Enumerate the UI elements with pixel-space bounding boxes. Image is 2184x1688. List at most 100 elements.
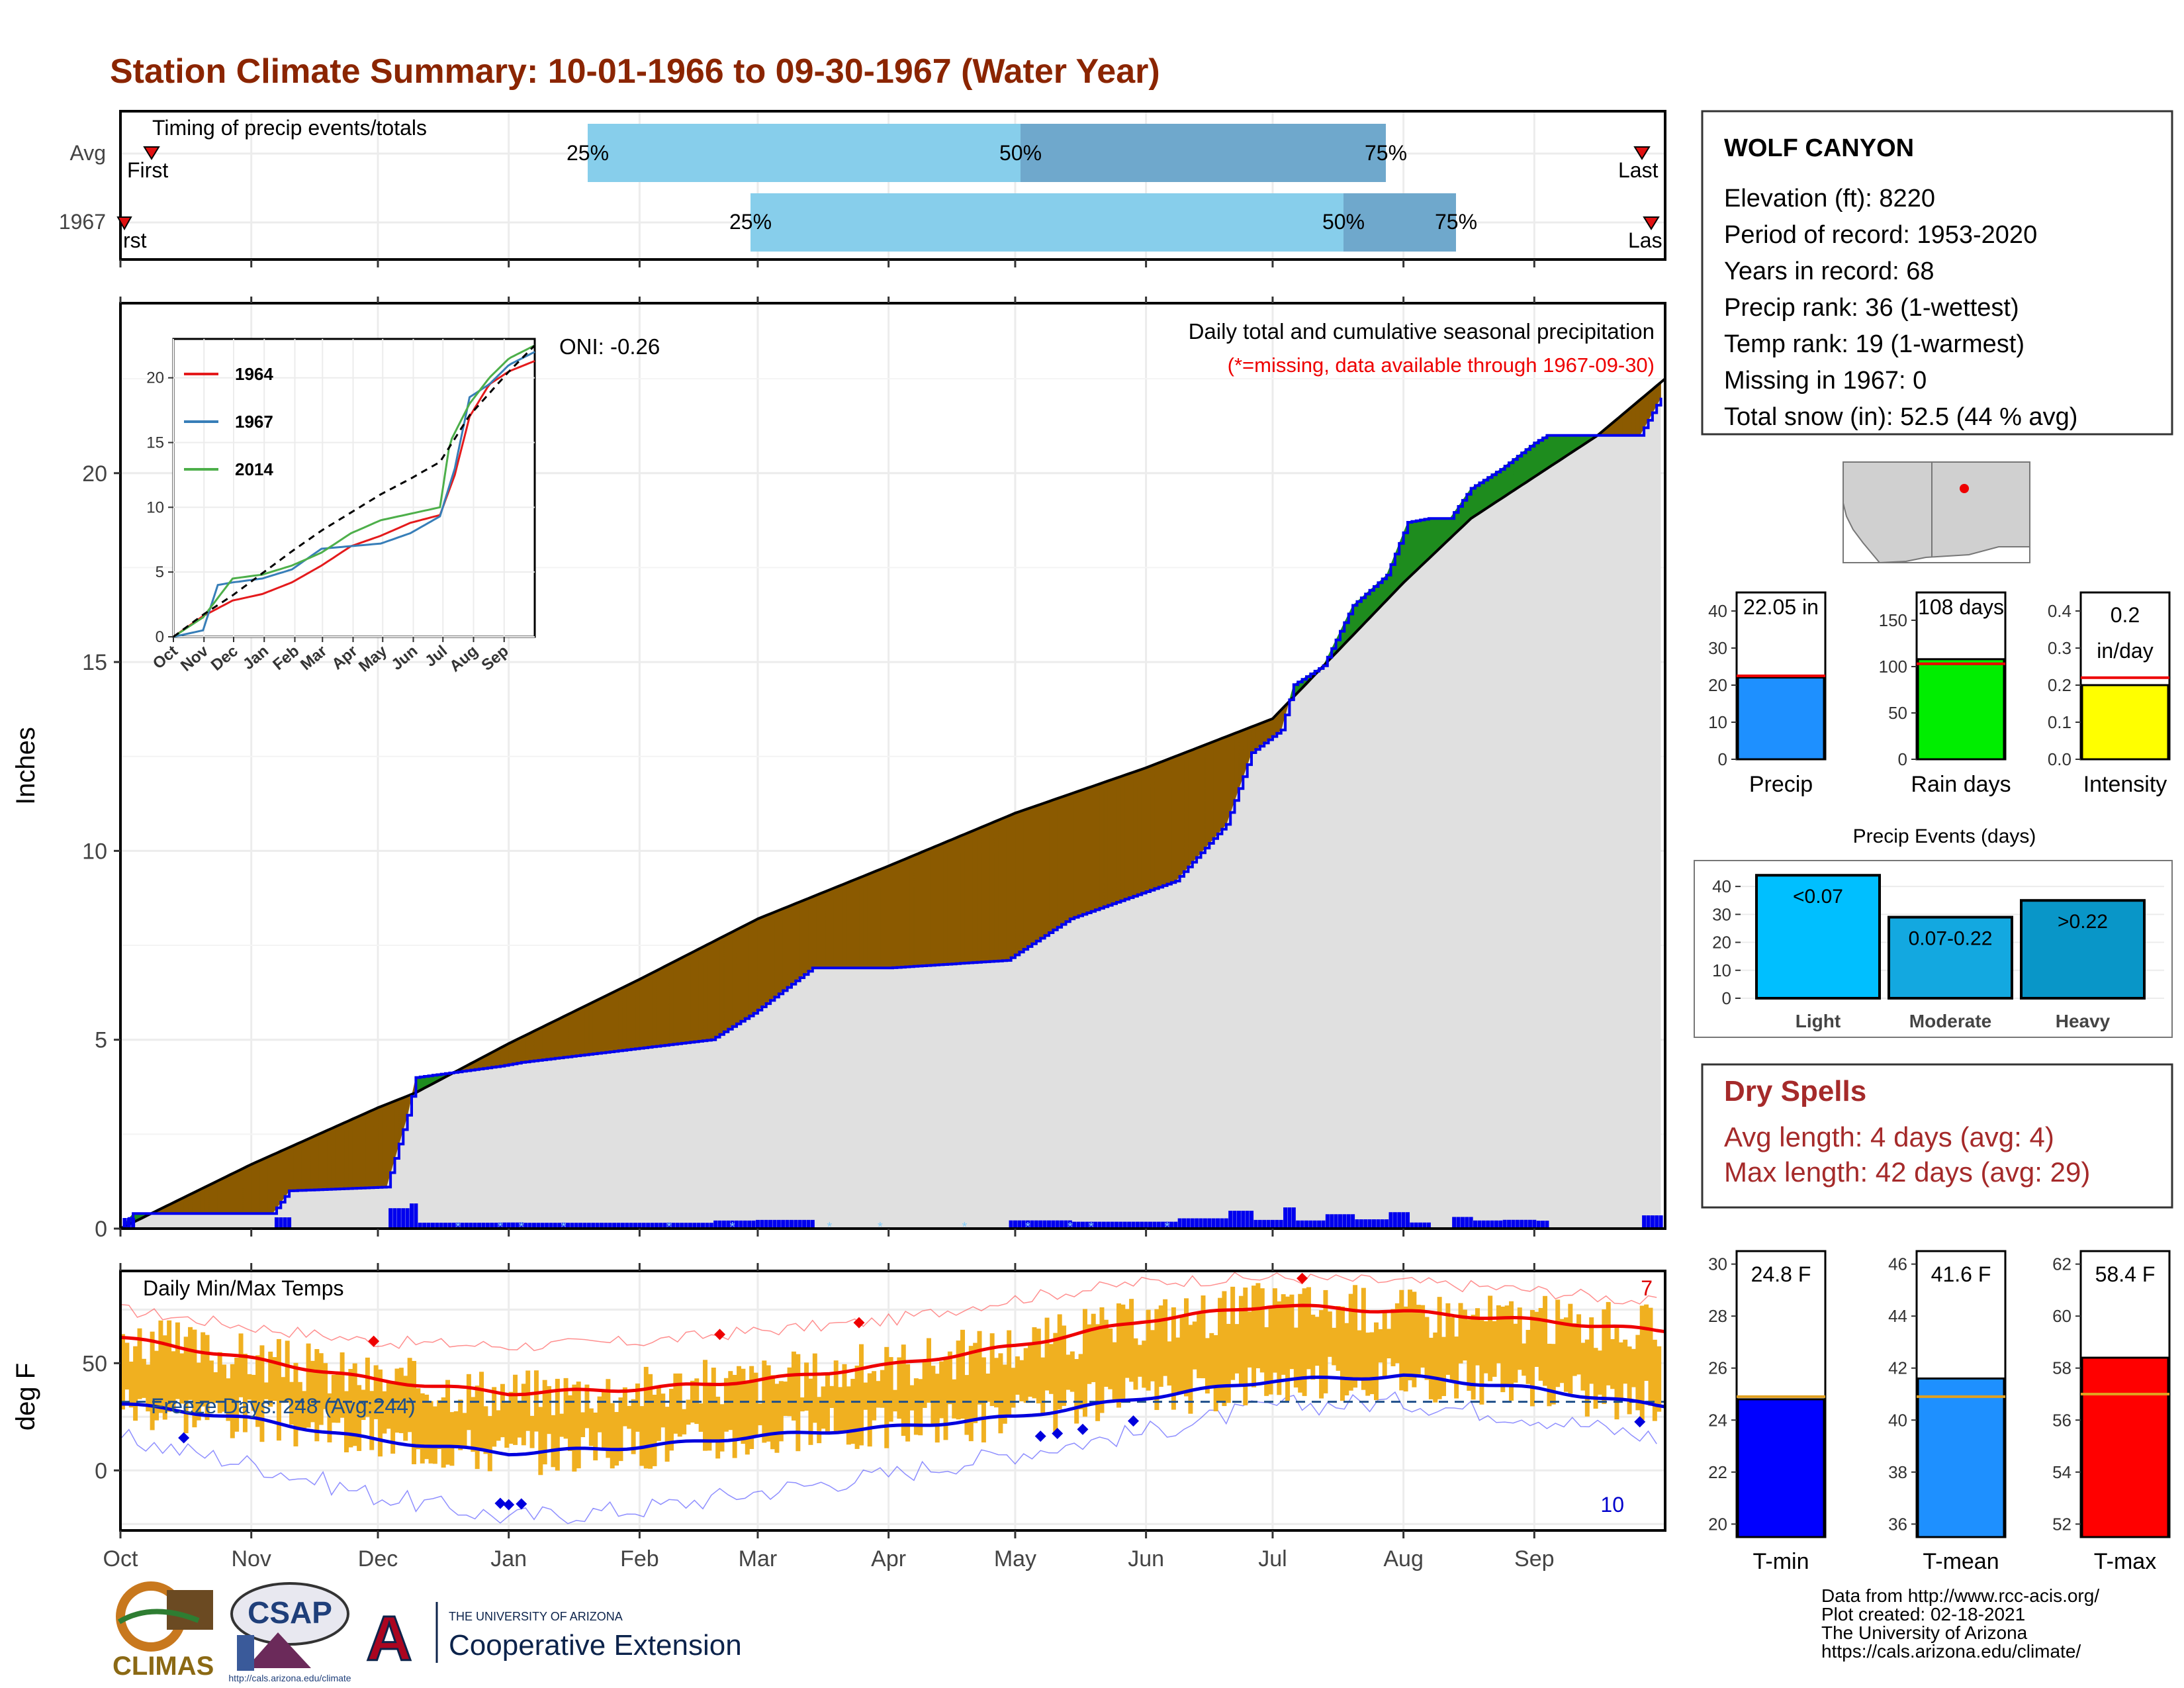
daily-temp-bar — [1563, 1317, 1569, 1392]
daily-temp-bar — [1365, 1333, 1371, 1396]
mini-bar-ytick-label: 20 — [1708, 675, 1727, 695]
daily-temp-bar — [1062, 1325, 1067, 1406]
daily-precip-bar — [1080, 1221, 1085, 1229]
daily-precip-bar — [1106, 1221, 1111, 1229]
daily-temp-bar — [1323, 1289, 1328, 1393]
daily-temp-bar — [196, 1362, 201, 1421]
daily-precip-bar — [1140, 1221, 1144, 1229]
daily-precip-bar — [1355, 1219, 1359, 1229]
temp-bar-ytick-label: 62 — [2052, 1254, 2071, 1274]
daily-temp-bar — [1197, 1312, 1202, 1378]
daily-precip-bar — [1380, 1219, 1385, 1229]
daily-temp-bar — [1551, 1344, 1556, 1405]
daily-precip-bar — [511, 1222, 516, 1229]
daily-precip-bar — [439, 1223, 443, 1229]
temp-chart — [120, 1272, 1666, 1524]
daily-precip-bar — [1026, 1220, 1030, 1229]
daily-precip-bar — [396, 1208, 401, 1229]
timing-first-marker-avg — [143, 146, 160, 160]
csap-cloud-icon — [230, 1582, 349, 1646]
daily-temp-bar — [821, 1386, 826, 1429]
daily-precip-bar — [426, 1223, 431, 1229]
daily-temp-bar — [1357, 1330, 1362, 1379]
daily-temp-bar — [956, 1340, 961, 1420]
credit-url: https://cals.arizona.edu/climate/ — [1821, 1641, 2081, 1662]
daily-precip-bar — [1173, 1221, 1178, 1229]
mini-bar-ytick-label: 0.2 — [2048, 675, 2071, 695]
daily-precip-bar — [680, 1223, 684, 1229]
daily-temp-bar — [1336, 1306, 1341, 1371]
daily-temp-bar — [1015, 1356, 1020, 1395]
daily-temp-bar — [1310, 1315, 1316, 1380]
daily-temp-bar — [745, 1380, 750, 1455]
daily-temp-bar — [1116, 1303, 1121, 1408]
daily-temp-bar — [631, 1399, 636, 1454]
daily-precip-bar — [1397, 1212, 1402, 1229]
daily-temp-bar — [939, 1361, 944, 1419]
daily-temp-bar — [1522, 1343, 1527, 1376]
daily-temp-bar — [1525, 1330, 1531, 1384]
inset-frame — [172, 338, 536, 638]
avg-max-line — [120, 1303, 1666, 1397]
daily-precip-bar — [730, 1220, 735, 1229]
daily-precip-bar — [1156, 1221, 1161, 1229]
month-tick-label: Jun — [1128, 1546, 1164, 1571]
daily-precip-bar — [1046, 1220, 1051, 1229]
daily-precip-bar — [430, 1223, 435, 1229]
daily-temp-bar — [1264, 1327, 1269, 1396]
daily-precip-bar — [768, 1219, 773, 1229]
daily-temp-bar — [521, 1383, 526, 1446]
avg-min-line — [120, 1373, 1666, 1457]
daily-temp-bar — [1251, 1286, 1257, 1387]
daily-temp-bar — [547, 1385, 552, 1434]
daily-temp-bar — [1078, 1354, 1083, 1410]
daily-precip-bar — [1262, 1219, 1267, 1229]
record-low-marker — [494, 1497, 506, 1509]
timing-year-25-50-bar — [751, 193, 1343, 252]
daily-precip-bar — [1089, 1221, 1093, 1229]
climas-logo: CLIMAS — [113, 1581, 214, 1681]
daily-temp-bar — [551, 1415, 556, 1468]
daily-precip-bar — [797, 1219, 802, 1229]
daily-precip-bar — [1363, 1219, 1368, 1229]
daily-precip-bar — [545, 1223, 549, 1229]
daily-precip-bar — [1055, 1220, 1060, 1229]
daily-temp-bar — [1589, 1317, 1594, 1384]
daily-temp-bar — [660, 1393, 666, 1428]
daily-precip-bar — [806, 1219, 811, 1229]
mini-bar-ytick-label: 0.1 — [2048, 712, 2071, 732]
daily-temp-bar — [416, 1388, 421, 1450]
daily-precip-bar — [1527, 1219, 1532, 1229]
daily-temp-bar — [846, 1386, 851, 1445]
daily-precip-bar — [1650, 1215, 1655, 1229]
daily-temp-bar — [453, 1411, 459, 1446]
daily-precip-bar — [1093, 1221, 1098, 1229]
daily-temp-bar — [1631, 1348, 1636, 1387]
daily-temp-bar — [297, 1382, 302, 1430]
temp-bar-ytick-label: 56 — [2052, 1410, 2071, 1430]
csap-logo: CSAP http://cals.arizona.edu/climate — [228, 1582, 351, 1683]
daily-precip-bar — [464, 1223, 469, 1229]
temp-ytick-label: 0 — [95, 1458, 107, 1483]
daily-precip-bar — [1114, 1221, 1118, 1229]
daily-precip-bar — [388, 1208, 393, 1229]
daily-precip-bar — [1469, 1217, 1473, 1229]
daily-temp-bar — [555, 1378, 560, 1471]
daily-precip-bar — [1334, 1214, 1338, 1229]
daily-precip-bar — [1051, 1220, 1056, 1229]
daily-precip-bar — [1224, 1218, 1228, 1229]
daily-temp-bar — [1610, 1338, 1615, 1389]
daily-temp-bar — [934, 1374, 940, 1443]
ua-big-text: Cooperative Extension — [449, 1629, 742, 1662]
daily-temp-bar — [357, 1385, 362, 1451]
daily-temp-bar — [1179, 1317, 1185, 1393]
daily-temp-bar — [1369, 1332, 1375, 1395]
daily-precip-bar — [739, 1220, 743, 1229]
daily-temp-bar — [1399, 1289, 1404, 1391]
daily-temp-bar — [483, 1406, 488, 1454]
record-high-line — [120, 1272, 1657, 1352]
daily-precip-bar — [1203, 1218, 1207, 1229]
daily-temp-bar — [1378, 1329, 1383, 1363]
daily-precip-bar — [1304, 1220, 1308, 1229]
daily-temp-bar — [226, 1378, 231, 1421]
